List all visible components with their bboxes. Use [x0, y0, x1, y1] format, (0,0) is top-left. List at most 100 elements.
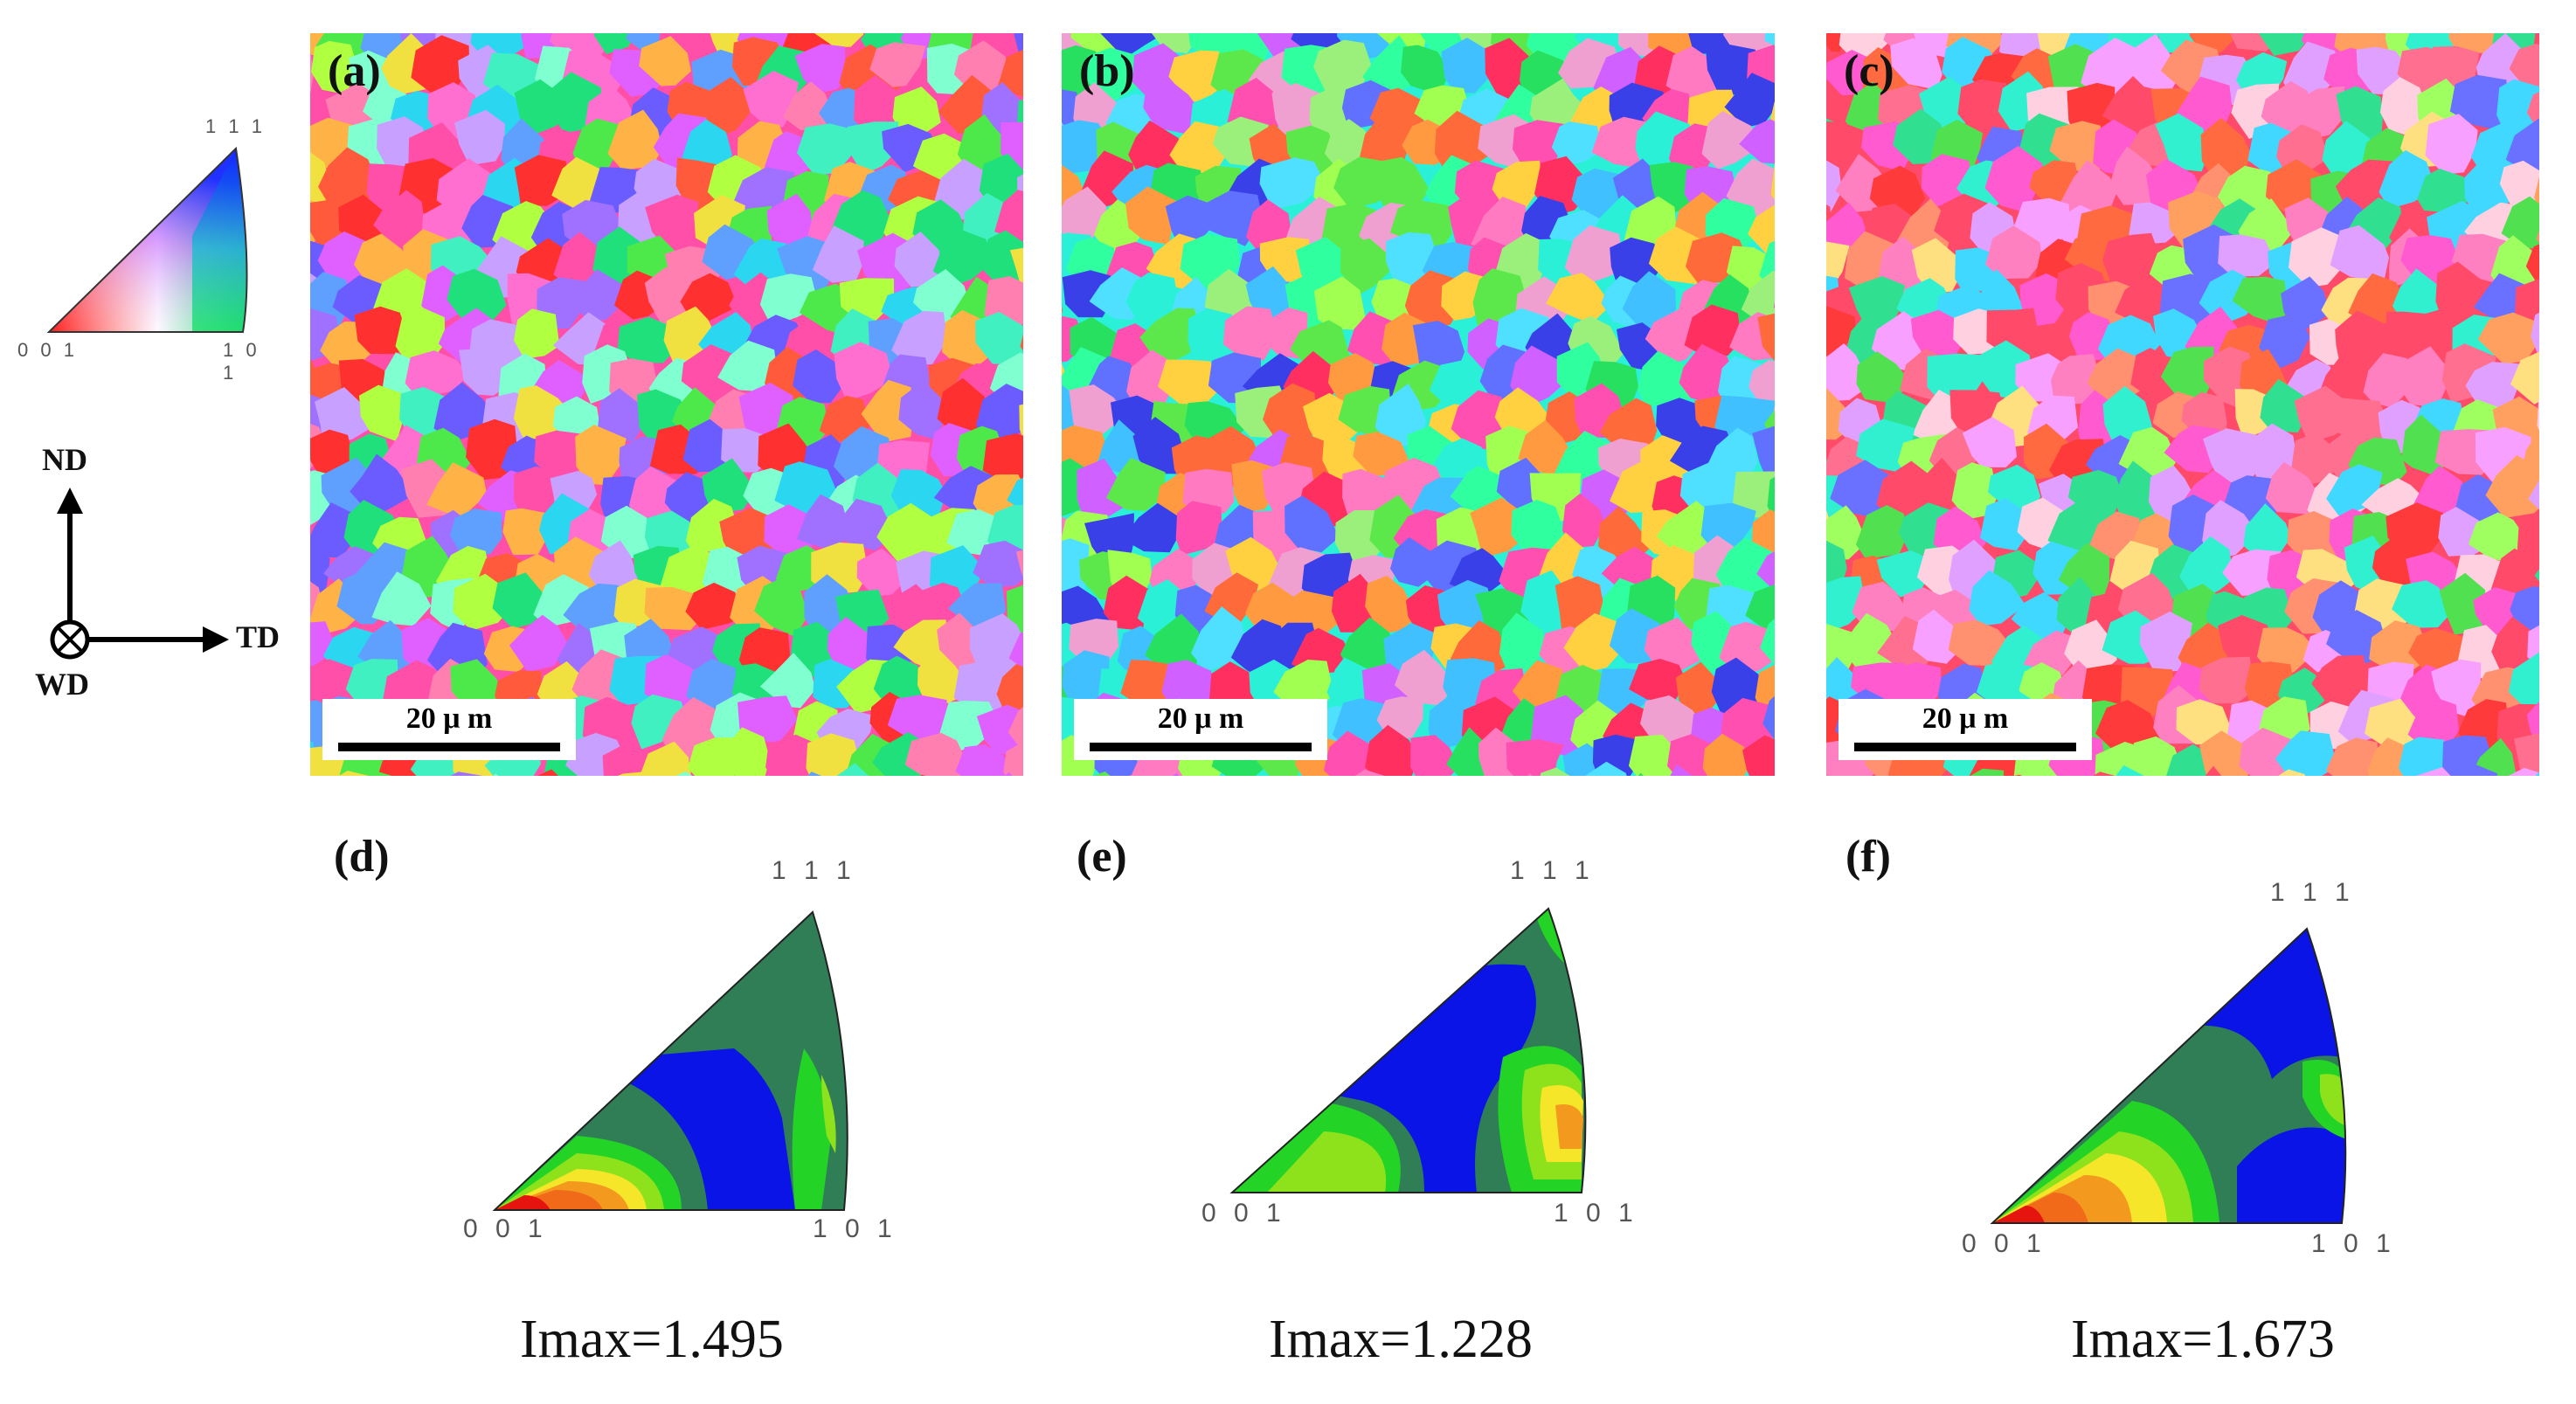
grain [617, 316, 676, 363]
grain [856, 548, 906, 597]
ipf-f-label-111: 1 1 1 [2270, 878, 2355, 907]
grain [2505, 118, 2539, 176]
grain [2465, 362, 2519, 410]
grain [1008, 632, 1023, 668]
grain [2490, 548, 2539, 602]
grain [395, 305, 446, 363]
grain [1684, 304, 1742, 357]
panel-label-e: (e) [1077, 832, 1127, 882]
grain [937, 377, 987, 434]
grain [1069, 619, 1119, 663]
grain [717, 340, 779, 391]
grain [514, 308, 560, 359]
grain [2491, 616, 2539, 673]
grain [2130, 348, 2181, 401]
grain [2449, 74, 2507, 131]
grain [1752, 425, 1775, 480]
grain [836, 763, 869, 776]
grain [1890, 38, 1942, 90]
grain [1564, 225, 1624, 287]
grain [1670, 764, 1693, 776]
grain [1093, 771, 1111, 776]
grain [1645, 308, 1698, 364]
imax-e: Imax=1.228 [1269, 1310, 1533, 1369]
grain [607, 109, 662, 170]
grain [1007, 477, 1023, 511]
grain [1125, 186, 1179, 246]
grain [2060, 160, 2117, 218]
grain [2218, 234, 2276, 277]
grain [1826, 306, 1857, 356]
grain [644, 586, 701, 631]
grain [2102, 232, 2162, 286]
grain [737, 695, 798, 743]
grain [1826, 121, 1864, 173]
color-key-legend: 1 1 1 0 0 1 1 0 1 [17, 114, 280, 384]
grain [1377, 156, 1430, 207]
grain [2081, 38, 2137, 98]
grain [453, 573, 509, 631]
grain [1506, 739, 1564, 776]
grain [982, 433, 1023, 484]
grain [1444, 775, 1449, 776]
grain [869, 42, 926, 87]
grain [1551, 121, 1603, 166]
grain [1441, 38, 1493, 93]
grain [2114, 460, 2164, 525]
grain [1830, 460, 1890, 518]
grain [765, 734, 820, 776]
grain [898, 380, 947, 439]
grain [2275, 730, 2337, 776]
grain [1629, 659, 1686, 702]
grain [894, 232, 943, 287]
grain [1494, 387, 1553, 439]
grain [1856, 505, 1907, 559]
grain [2392, 580, 2449, 628]
grain [2265, 461, 2319, 515]
ebsd-map-b: (b) 20 μ m [1062, 33, 1775, 776]
grain [1285, 495, 1340, 553]
grain [1019, 404, 1023, 439]
grain [2093, 771, 2116, 776]
grain [793, 349, 844, 404]
grain [1527, 773, 1533, 776]
grain [1969, 570, 2025, 626]
ipf-d-label-111: 1 1 1 [772, 856, 856, 885]
grain [1741, 270, 1775, 327]
grain [1732, 471, 1775, 519]
grain-mosaic-b [1062, 33, 1775, 776]
grain [2534, 569, 2539, 582]
grain [593, 33, 636, 54]
grain [1062, 306, 1063, 315]
grain [686, 659, 737, 712]
grain [1856, 351, 1912, 403]
grain [1675, 661, 1723, 718]
grain [310, 621, 337, 667]
scale-bar-c: 20 μ m [1839, 699, 2092, 760]
grain [806, 733, 862, 776]
grain [2531, 312, 2539, 358]
grain [1168, 50, 1228, 103]
grain [1826, 160, 1842, 216]
grain [1764, 33, 1775, 46]
grain [1132, 417, 1185, 474]
grain [502, 508, 547, 556]
grain [2399, 737, 2448, 776]
grain [2335, 310, 2387, 368]
grain [1911, 238, 1961, 294]
legend-label-001: 0 0 1 [17, 339, 78, 361]
grain [1876, 550, 1931, 598]
grain [575, 425, 627, 486]
grain [1638, 350, 1691, 408]
grain [1724, 73, 1775, 128]
grain [1340, 238, 1394, 295]
grain [955, 744, 1009, 776]
grain [1175, 501, 1222, 556]
grain [426, 462, 488, 516]
grain [1005, 771, 1013, 776]
scale-bar-line-a [338, 743, 560, 751]
grain [812, 225, 864, 283]
grain [338, 771, 370, 776]
grain [919, 774, 926, 776]
ipf-plot-d: 1 1 1 0 0 1 1 0 1 [446, 856, 918, 1267]
